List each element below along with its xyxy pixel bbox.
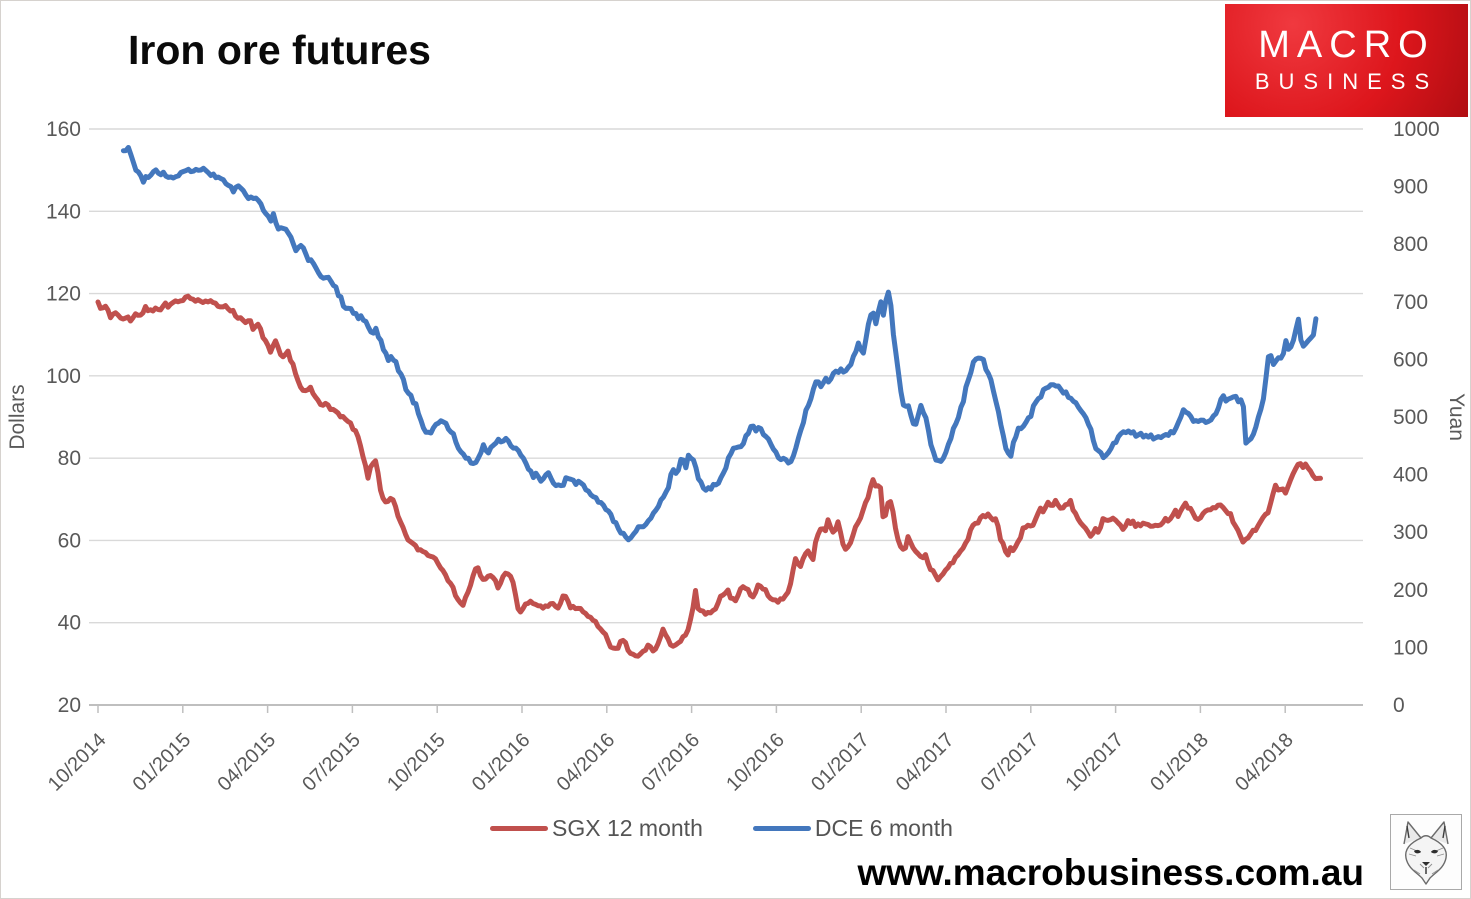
x-axis-tick-label: 10/2015 [383, 729, 450, 796]
legend-item-sgx: SGX 12 month [490, 815, 703, 842]
left-axis-tick-label: 100 [46, 365, 81, 388]
macrobusiness-logo: MACRO BUSINESS [1225, 4, 1468, 117]
right-axis-title: Yuan [1445, 393, 1468, 441]
fox-logo-image [1390, 814, 1462, 890]
right-axis-tick-label: 200 [1393, 579, 1428, 602]
right-axis-tick-label: 800 [1393, 233, 1428, 256]
left-axis-tick-label: 20 [58, 694, 81, 717]
x-axis-tick-label: 01/2016 [468, 729, 535, 796]
right-axis-tick-label: 100 [1393, 636, 1428, 659]
right-axis-tick-label: 900 [1393, 176, 1428, 199]
left-axis-tick-label: 120 [46, 283, 81, 306]
left-axis-tick-label: 140 [46, 200, 81, 223]
right-axis-tick-label: 400 [1393, 464, 1428, 487]
right-axis-tick-label: 300 [1393, 521, 1428, 544]
website-url: www.macrobusiness.com.au [857, 852, 1364, 893]
logo-line-macro: MACRO [1258, 23, 1435, 66]
right-axis-tick-label: 600 [1393, 348, 1428, 371]
x-axis-tick-label: 07/2016 [637, 729, 704, 796]
x-axis-tick-label: 04/2017 [892, 729, 959, 796]
right-axis-tick-label: 0 [1393, 694, 1405, 717]
x-axis-tick-label: 01/2017 [807, 729, 874, 796]
sgx-line-swatch-icon [490, 826, 548, 831]
dce-line-swatch-icon [752, 826, 811, 831]
legend-label-dce: DCE 6 month [814, 815, 953, 841]
x-axis-tick-label: 10/2016 [722, 729, 789, 796]
x-axis-tick-label: 01/2015 [129, 729, 196, 796]
right-axis-tick-label: 700 [1393, 291, 1428, 314]
x-axis-tick-label: 10/2014 [44, 729, 111, 796]
legend-item-dce: DCE 6 month [752, 815, 953, 842]
series-line-sgx [95, 293, 1323, 659]
x-axis-tick-label: 01/2018 [1146, 729, 1213, 796]
left-axis-title: Dollars [6, 384, 29, 449]
left-axis-tick-label: 60 [58, 529, 81, 552]
x-axis-tick-label: 07/2015 [298, 729, 365, 796]
left-axis-tick-label: 80 [58, 447, 81, 470]
left-axis-tick-label: 160 [46, 118, 81, 141]
legend-label-sgx: SGX 12 month [552, 815, 703, 841]
fox-head-icon [1403, 821, 1449, 885]
x-axis-tick-label: 04/2018 [1231, 729, 1298, 796]
x-axis-tick-label: 04/2015 [213, 729, 280, 796]
right-axis-tick-label: 500 [1393, 406, 1428, 429]
x-axis-tick-label: 04/2016 [553, 729, 620, 796]
logo-line-business: BUSINESS [1254, 69, 1439, 95]
chart-title: Iron ore futures [128, 27, 431, 73]
series-line-dce [120, 145, 1319, 543]
x-axis-tick-label: 10/2017 [1061, 729, 1128, 796]
left-axis-tick-label: 40 [58, 612, 81, 635]
right-axis-tick-label: 1000 [1393, 118, 1440, 141]
chart-legend: SGX 12 month DCE 6 month [490, 815, 953, 842]
x-axis-tick-label: 07/2017 [977, 729, 1044, 796]
